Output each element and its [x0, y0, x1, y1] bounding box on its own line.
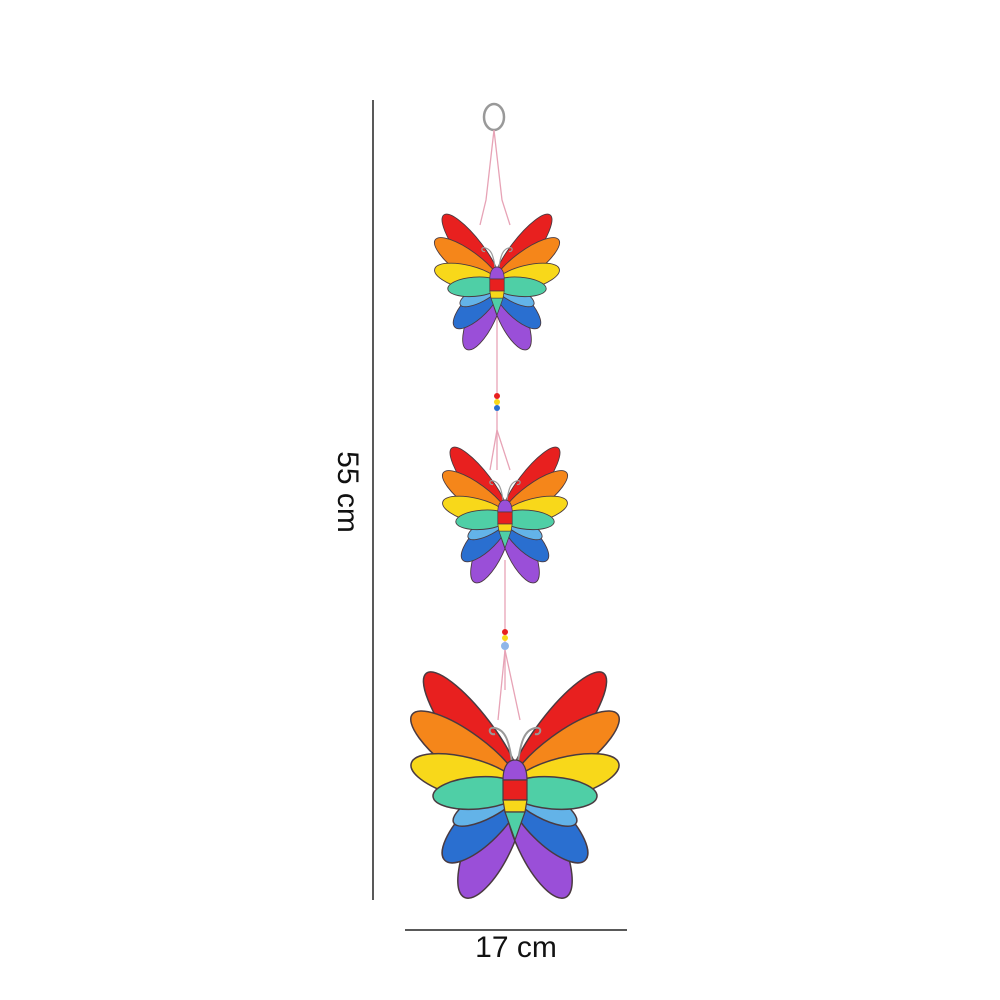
strings — [479, 129, 521, 721]
butterfly-body — [497, 523, 513, 532]
beads — [494, 393, 509, 650]
butterfly-body — [489, 278, 505, 292]
antennae — [481, 247, 513, 269]
height-label: 55 cm — [331, 451, 364, 533]
hanging-ring — [482, 102, 506, 132]
butterfly-body — [490, 297, 504, 317]
butterfly-body — [498, 530, 512, 550]
butterfly-body — [502, 779, 528, 801]
butterfly-body — [502, 799, 528, 813]
left-wing — [433, 213, 503, 351]
butterfly-body — [497, 511, 513, 525]
butterfly-body — [504, 811, 526, 842]
antennae — [488, 726, 542, 763]
butterfly-body — [489, 290, 505, 299]
left-wing — [409, 671, 525, 899]
butterfly-bottom — [409, 671, 621, 899]
antennae — [489, 480, 521, 502]
width-label: 17 cm — [475, 931, 557, 964]
butterfly-top — [433, 213, 561, 351]
butterfly-middle — [441, 446, 569, 584]
